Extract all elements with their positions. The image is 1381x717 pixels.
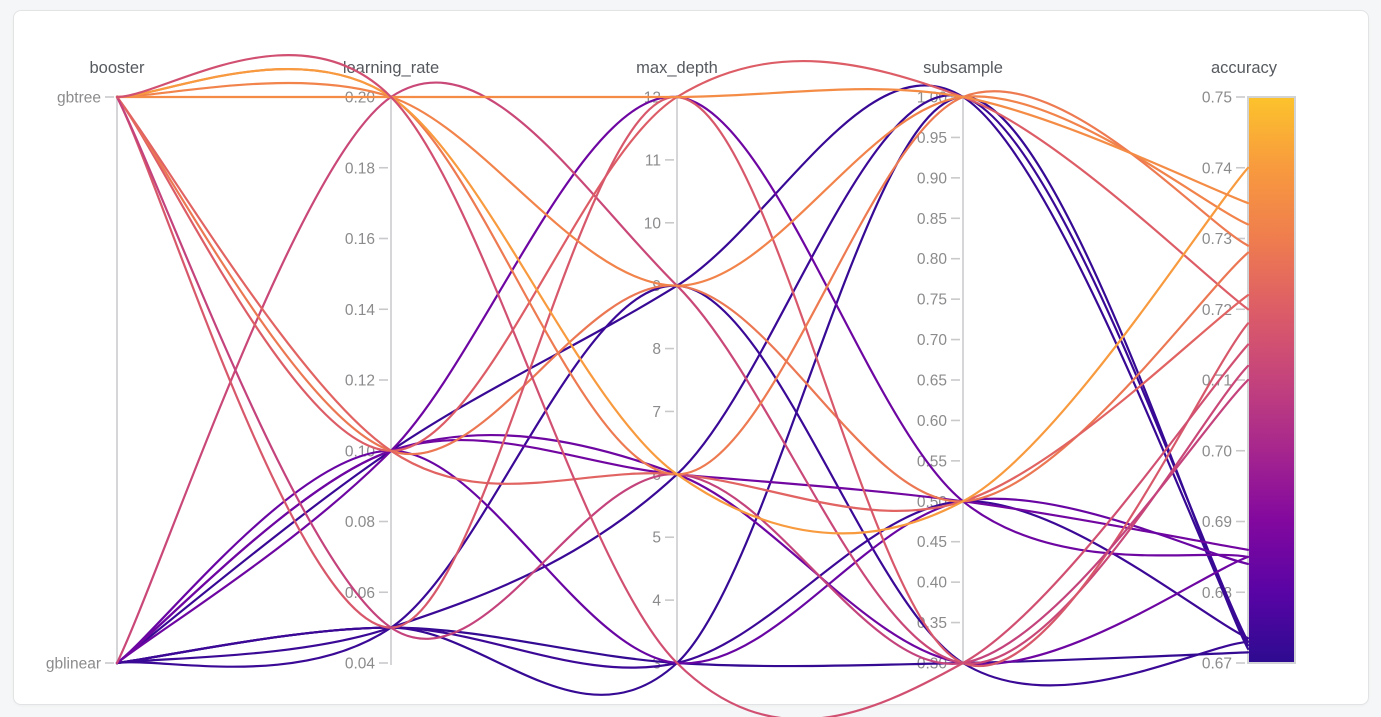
trial-line <box>115 81 1250 665</box>
tick-label-max_depth: 8 <box>652 341 661 358</box>
axis-title-accuracy: accuracy <box>1211 59 1278 77</box>
tick-label-subsample: 0.90 <box>917 170 948 187</box>
tick-label-subsample: 0.75 <box>917 292 947 309</box>
colorbar-layer <box>1247 96 1296 664</box>
axis-title-max_depth: max_depth <box>636 59 718 77</box>
trial-line <box>115 284 1250 687</box>
axis-subsample[interactable]: subsample1.000.950.900.850.800.750.700.6… <box>917 59 1003 673</box>
trial-line <box>115 54 1250 717</box>
tick-label-max_depth: 11 <box>645 152 661 169</box>
trial-line <box>115 67 1250 476</box>
tick-label-subsample: 0.45 <box>917 534 947 551</box>
tick-label-max_depth: 10 <box>644 215 662 232</box>
accuracy-colorbar <box>1247 96 1296 664</box>
trial-line <box>115 626 1250 668</box>
trial-line <box>115 95 1250 665</box>
axis-title-subsample: subsample <box>923 59 1003 77</box>
axis-title-learning_rate: learning_rate <box>343 59 439 77</box>
axis-booster[interactable]: booster gbtree gblinear <box>46 59 145 673</box>
trial-line <box>115 59 1250 452</box>
trial-line <box>115 95 1250 513</box>
tick-label-learning_rate: 0.14 <box>345 302 376 319</box>
tick-label-learning_rate: 0.06 <box>345 585 375 602</box>
trial-line <box>115 95 1250 696</box>
tick-label-subsample: 0.60 <box>917 413 948 430</box>
axis-learning_rate[interactable]: learning_rate0.200.180.160.140.120.100.0… <box>343 59 439 673</box>
tick-label-accuracy: 0.69 <box>1202 514 1232 531</box>
tick-label-accuracy: 0.70 <box>1202 443 1233 460</box>
tick-label-learning_rate: 0.16 <box>345 231 375 248</box>
trial-lines-layer <box>115 54 1250 717</box>
tick-label-subsample: 0.40 <box>917 575 948 592</box>
axes-layer: boostergbtreegblinearlearning_rate0.200.… <box>46 59 1278 673</box>
axis-title-booster: booster <box>89 59 145 77</box>
tick-label-accuracy: 0.74 <box>1202 160 1233 177</box>
tick-label-subsample: 0.65 <box>917 373 947 390</box>
chart-card <box>13 10 1369 705</box>
tick-label-subsample: 0.80 <box>917 251 948 268</box>
tick-label-subsample: 0.85 <box>917 211 947 228</box>
trial-line <box>115 88 1250 205</box>
trial-line <box>115 95 1250 665</box>
tick-label-accuracy: 0.73 <box>1202 231 1232 248</box>
tick-label-max_depth: 3 <box>652 656 661 673</box>
trial-line <box>115 95 1250 668</box>
tick-label-subsample: 0.95 <box>917 130 947 147</box>
tick-label-learning_rate: 0.12 <box>345 373 375 390</box>
trial-line <box>115 67 1250 535</box>
tick-label-accuracy: 0.75 <box>1202 90 1232 107</box>
tick-label-max_depth: 7 <box>652 404 661 421</box>
trial-line <box>115 94 1250 665</box>
tick-label-accuracy: 0.67 <box>1202 656 1232 673</box>
tick-label-learning_rate: 0.04 <box>345 656 376 673</box>
trial-line <box>115 95 1250 503</box>
trial-line <box>115 500 1250 669</box>
tick-label-learning_rate: 0.10 <box>345 443 376 460</box>
trial-line <box>115 84 1250 665</box>
tick-label-booster: gblinear <box>46 656 101 673</box>
tick-label-subsample: 0.70 <box>917 332 948 349</box>
tick-label-learning_rate: 0.18 <box>345 160 375 177</box>
tick-label-learning_rate: 0.08 <box>345 514 375 531</box>
tick-label-max_depth: 5 <box>652 530 661 547</box>
tick-label-booster: gbtree <box>57 90 101 107</box>
trial-line <box>115 81 1250 287</box>
tick-label-max_depth: 4 <box>652 593 661 610</box>
trial-line <box>115 449 1250 665</box>
